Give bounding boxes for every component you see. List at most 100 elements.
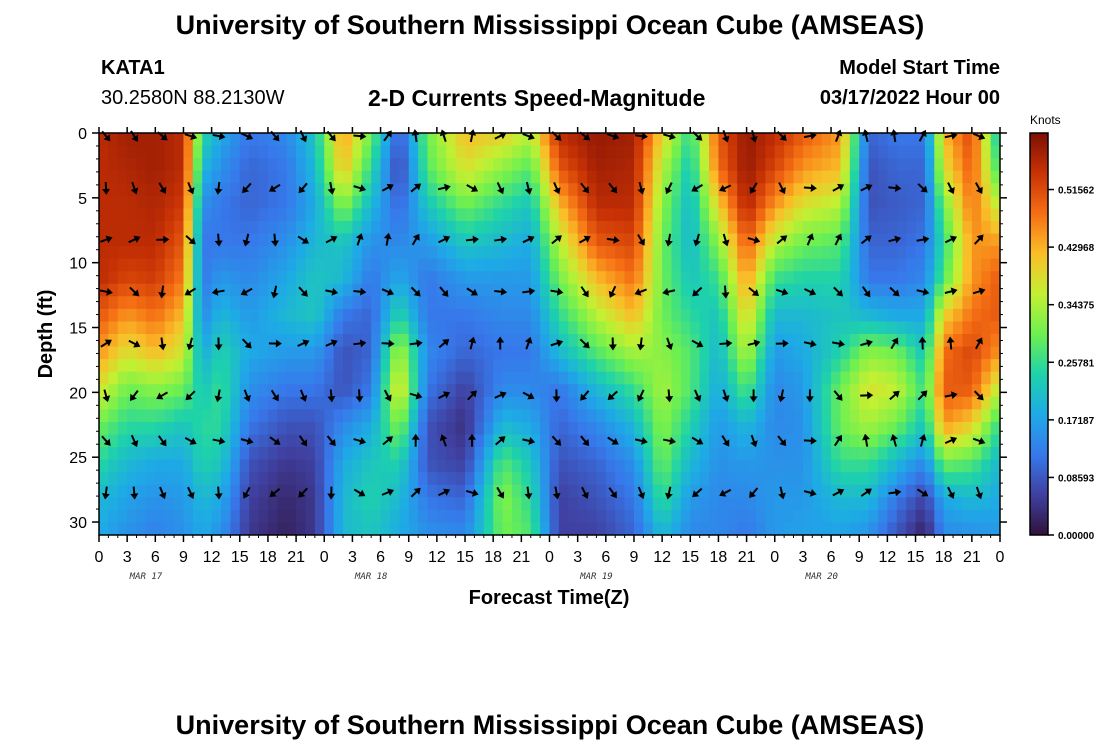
heatmap-cell xyxy=(662,447,673,461)
heatmap-cell xyxy=(540,195,551,209)
heatmap-cell xyxy=(624,133,635,147)
heatmap-cell xyxy=(596,158,607,172)
current-arrow xyxy=(776,235,788,245)
heatmap-cell xyxy=(446,384,457,398)
heatmap-cell xyxy=(727,233,738,247)
heatmap-cell xyxy=(868,220,879,235)
heatmap-cell xyxy=(821,509,832,524)
heatmap-cell xyxy=(446,509,457,524)
heatmap-cell xyxy=(718,321,729,335)
heatmap-cell xyxy=(727,409,738,423)
heatmap-cell xyxy=(774,220,785,235)
heatmap-cell xyxy=(877,472,888,486)
heatmap-cell xyxy=(99,459,109,473)
heatmap-cell xyxy=(436,208,447,222)
heatmap-cell xyxy=(596,359,607,373)
heatmap-cell xyxy=(399,371,410,385)
heatmap-cell xyxy=(446,396,457,410)
heatmap-cell xyxy=(746,396,757,410)
heatmap-cell xyxy=(652,409,663,423)
heatmap-cell xyxy=(643,346,654,360)
heatmap-cell xyxy=(511,271,522,285)
heatmap-cell xyxy=(962,158,973,172)
heatmap-cell xyxy=(624,145,635,159)
heatmap-cell xyxy=(183,396,194,410)
heatmap-cell xyxy=(615,321,626,335)
heatmap-cell xyxy=(239,233,250,247)
current-arrow xyxy=(184,287,197,296)
current-arrow xyxy=(606,132,620,141)
heatmap-cell xyxy=(934,195,945,209)
heatmap-cell xyxy=(971,170,982,184)
heatmap-cell xyxy=(709,434,720,448)
heatmap-cell xyxy=(305,170,316,184)
heatmap-cell xyxy=(361,472,372,486)
heatmap-cell xyxy=(765,296,776,310)
heatmap-cell xyxy=(267,158,278,172)
heatmap-cell xyxy=(652,359,663,373)
heatmap-cell xyxy=(277,233,288,247)
heatmap-cell xyxy=(145,522,156,535)
heatmap-cell xyxy=(474,409,485,423)
heatmap-cell xyxy=(521,158,532,172)
heatmap-cell xyxy=(427,296,438,310)
heatmap-cell xyxy=(812,497,823,511)
heatmap-cell xyxy=(915,296,926,310)
heatmap-cell xyxy=(361,220,372,235)
heatmap-cell xyxy=(371,509,382,524)
heatmap-cell xyxy=(530,220,541,235)
heatmap-cell xyxy=(230,409,241,423)
heatmap-cell xyxy=(333,447,344,461)
heatmap-cell xyxy=(887,258,898,272)
heatmap-cell xyxy=(718,220,729,235)
heatmap-cell xyxy=(117,497,128,511)
heatmap-cell xyxy=(784,509,795,524)
current-arrow xyxy=(804,288,817,296)
heatmap-cell xyxy=(737,195,748,209)
heatmap-cell xyxy=(493,133,504,147)
heatmap-cell xyxy=(765,346,776,360)
heatmap-cell xyxy=(136,296,147,310)
heatmap-cell xyxy=(793,246,804,260)
heatmap-cell xyxy=(418,459,429,473)
heatmap-cell xyxy=(371,170,382,184)
heatmap-cell xyxy=(446,158,457,172)
heatmap-cell xyxy=(699,421,710,436)
heatmap-cell xyxy=(718,283,729,297)
heatmap-cell xyxy=(474,195,485,209)
heatmap-cell xyxy=(549,509,560,524)
heatmap-cell xyxy=(793,158,804,172)
heatmap-cell xyxy=(267,271,278,285)
heatmap-cell xyxy=(906,359,917,373)
heatmap-cell xyxy=(877,484,888,498)
heatmap-cell xyxy=(915,183,926,197)
heatmap-cell xyxy=(174,334,185,348)
heatmap-cell xyxy=(549,334,560,348)
current-arrow xyxy=(438,391,451,400)
heatmap-cell xyxy=(361,258,372,272)
heatmap-cell xyxy=(202,233,213,247)
heatmap-cell xyxy=(446,170,457,184)
heatmap-cell xyxy=(746,271,757,285)
heatmap-cell xyxy=(962,346,973,360)
current-arrow xyxy=(580,182,590,194)
heatmap-cell xyxy=(474,233,485,247)
heatmap-cell xyxy=(924,396,935,410)
heatmap-cell xyxy=(718,396,729,410)
heatmap-cell xyxy=(859,409,870,423)
heatmap-cell xyxy=(230,208,241,222)
heatmap-cell xyxy=(765,359,776,373)
heatmap-cell xyxy=(99,497,109,511)
heatmap-cell xyxy=(577,346,588,360)
heatmap-cell xyxy=(915,195,926,209)
heatmap-cell xyxy=(511,158,522,172)
current-arrow xyxy=(297,235,309,244)
current-arrow xyxy=(719,339,733,348)
heatmap-cell xyxy=(389,421,400,436)
heatmap-cell xyxy=(568,334,579,348)
heatmap-cell xyxy=(568,208,579,222)
heatmap-cell xyxy=(221,497,231,511)
heatmap-cell xyxy=(221,220,231,235)
heatmap-cell xyxy=(455,195,466,209)
heatmap-cell xyxy=(568,434,579,448)
